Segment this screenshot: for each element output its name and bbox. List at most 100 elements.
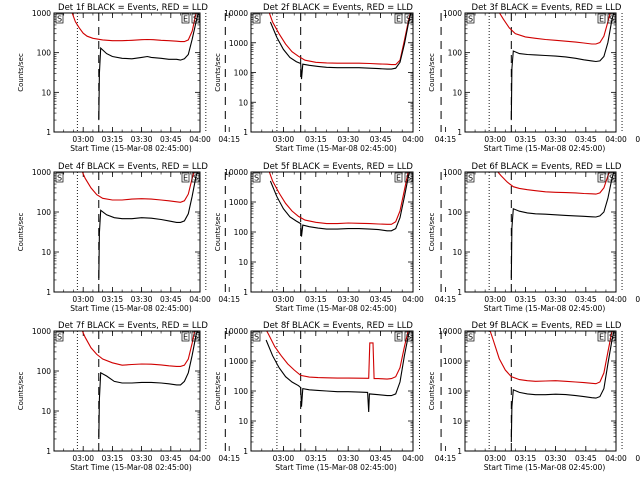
corner-marker-label: S [468, 15, 473, 24]
events-series-line [269, 13, 412, 80]
x-tick-label: 04:15 [218, 454, 240, 463]
corner-marker-box [191, 172, 200, 183]
chart-panel-4: Det 4f BLACK = Events, RED = LLD Counts/s… [17, 162, 240, 313]
y-tick-label: 1 [46, 128, 51, 137]
y-tick-label: 10000 [224, 9, 248, 18]
plot-frame [250, 330, 414, 452]
corner-marker-box [466, 13, 475, 24]
x-tick-label: 04:15 [435, 454, 457, 463]
corner-marker-box [597, 13, 606, 24]
x-tick-label: 04:15 [218, 135, 240, 144]
y-tick-label: 10 [238, 258, 248, 267]
x-axis-label: Start Time (15-Mar-08 02:45:00) [70, 463, 192, 472]
x-tick-label: 03:15 [102, 295, 124, 304]
chart-title: Det 9f BLACK = Events, RED = LLD [472, 321, 622, 331]
x-axis-label: Start Time (15-Mar-08 02:45:00) [70, 304, 192, 313]
y-tick-label: 10000 [224, 327, 248, 336]
y-tick-label: 1 [243, 128, 248, 137]
y-axis-label: Counts/sec [214, 213, 222, 252]
chart-panel-1: Det 1f BLACK = Events, RED = LLD Counts/s… [17, 3, 240, 153]
x-axis-label: Start Time (15-Mar-08 02:45:00) [484, 144, 606, 153]
corner-marker-label: S [254, 174, 259, 183]
y-tick-label: 10 [452, 248, 462, 257]
y-tick-label: 1 [46, 288, 51, 297]
x-tick-label: 03:45 [575, 454, 597, 463]
corner-marker-box [55, 172, 64, 183]
y-tick-label: 10 [238, 98, 248, 107]
lld-series-line [71, 13, 197, 43]
chart-panel-8: Det 8f BLACK = Events, RED = LLD Counts/s… [214, 321, 456, 472]
plot-frame [53, 330, 201, 452]
corner-marker-box [252, 13, 261, 24]
y-tick-label: 10 [41, 407, 51, 416]
x-tick-label: 03:45 [370, 454, 392, 463]
y-tick-label: 100 [234, 69, 249, 78]
corner-marker-box [191, 13, 200, 24]
corner-marker-label: E [183, 174, 188, 183]
lld-series-line [81, 172, 195, 203]
x-tick-label: 03:00 [484, 295, 506, 304]
corner-marker-label: E [183, 333, 188, 342]
corner-marker-box [597, 331, 606, 342]
lld-series-line [497, 172, 610, 195]
corner-marker-label: S [406, 174, 411, 183]
x-tick-label: 04:00 [402, 135, 424, 144]
x-tick-label: 03:15 [102, 135, 124, 144]
y-tick-label: 1000 [229, 39, 248, 48]
corner-marker-box [607, 172, 616, 183]
y-tick-label: 10 [238, 417, 248, 426]
y-tick-label: 100 [448, 208, 463, 217]
y-tick-label: 10000 [438, 327, 462, 336]
plot-frame [250, 12, 414, 133]
plot-frame [53, 171, 201, 293]
lld-series-line [498, 13, 611, 45]
x-tick-label: 04:15 [435, 295, 457, 304]
lld-series-line [268, 172, 409, 225]
x-tick-label: 03:15 [305, 135, 327, 144]
y-tick-label: 100 [448, 49, 463, 58]
y-tick-label: 100 [234, 387, 249, 396]
y-tick-label: 10 [452, 88, 462, 97]
x-axis-label: Start Time (15-Mar-08 02:45:00) [484, 304, 606, 313]
x-tick-label: 04:00 [605, 454, 627, 463]
y-tick-label: 1 [243, 288, 248, 297]
x-tick-label: 03:30 [545, 454, 567, 463]
x-tick-label: 03:00 [273, 135, 295, 144]
y-tick-label: 100 [234, 228, 249, 237]
x-tick-label: 03:30 [131, 454, 153, 463]
x-tick-label: 04:15 [635, 295, 640, 304]
chart-title: Det 2f BLACK = Events, RED = LLD [263, 3, 413, 13]
x-tick-label: 03:00 [273, 295, 295, 304]
x-tick-label: 03:00 [484, 454, 506, 463]
events-series-line [265, 331, 411, 413]
plot-frame [464, 330, 617, 452]
corner-marker-box [181, 13, 190, 24]
x-tick-label: 03:30 [131, 295, 153, 304]
lld-series-line [268, 13, 412, 66]
x-tick-label: 03:00 [72, 135, 94, 144]
x-tick-label: 03:30 [337, 295, 359, 304]
corner-marker-box [404, 331, 413, 342]
x-tick-label: 03:45 [160, 135, 182, 144]
chart-title: Det 4f BLACK = Events, RED = LLD [58, 162, 208, 172]
corner-marker-label: S [609, 174, 614, 183]
y-tick-label: 1 [46, 447, 51, 456]
corner-marker-label: E [599, 174, 604, 183]
x-tick-label: 03:30 [545, 135, 567, 144]
y-axis-label: Counts/sec [428, 213, 436, 252]
y-tick-label: 1000 [32, 9, 51, 18]
lld-series-line [81, 331, 196, 367]
x-tick-label: 03:15 [515, 295, 537, 304]
corner-marker-box [597, 172, 606, 183]
corner-marker-label: S [468, 174, 473, 183]
x-axis-label: Start Time (15-Mar-08 02:45:00) [275, 144, 397, 153]
events-series-line [98, 331, 199, 440]
corner-marker-box [252, 172, 261, 183]
chart-panel-9: Det 9f BLACK = Events, RED = LLD Counts/s… [428, 321, 640, 472]
y-tick-label: 1000 [229, 198, 248, 207]
x-axis-label: Start Time (15-Mar-08 02:45:00) [484, 463, 606, 472]
corner-marker-label: S [193, 333, 198, 342]
x-tick-label: 03:30 [337, 135, 359, 144]
y-tick-label: 10 [41, 248, 51, 257]
